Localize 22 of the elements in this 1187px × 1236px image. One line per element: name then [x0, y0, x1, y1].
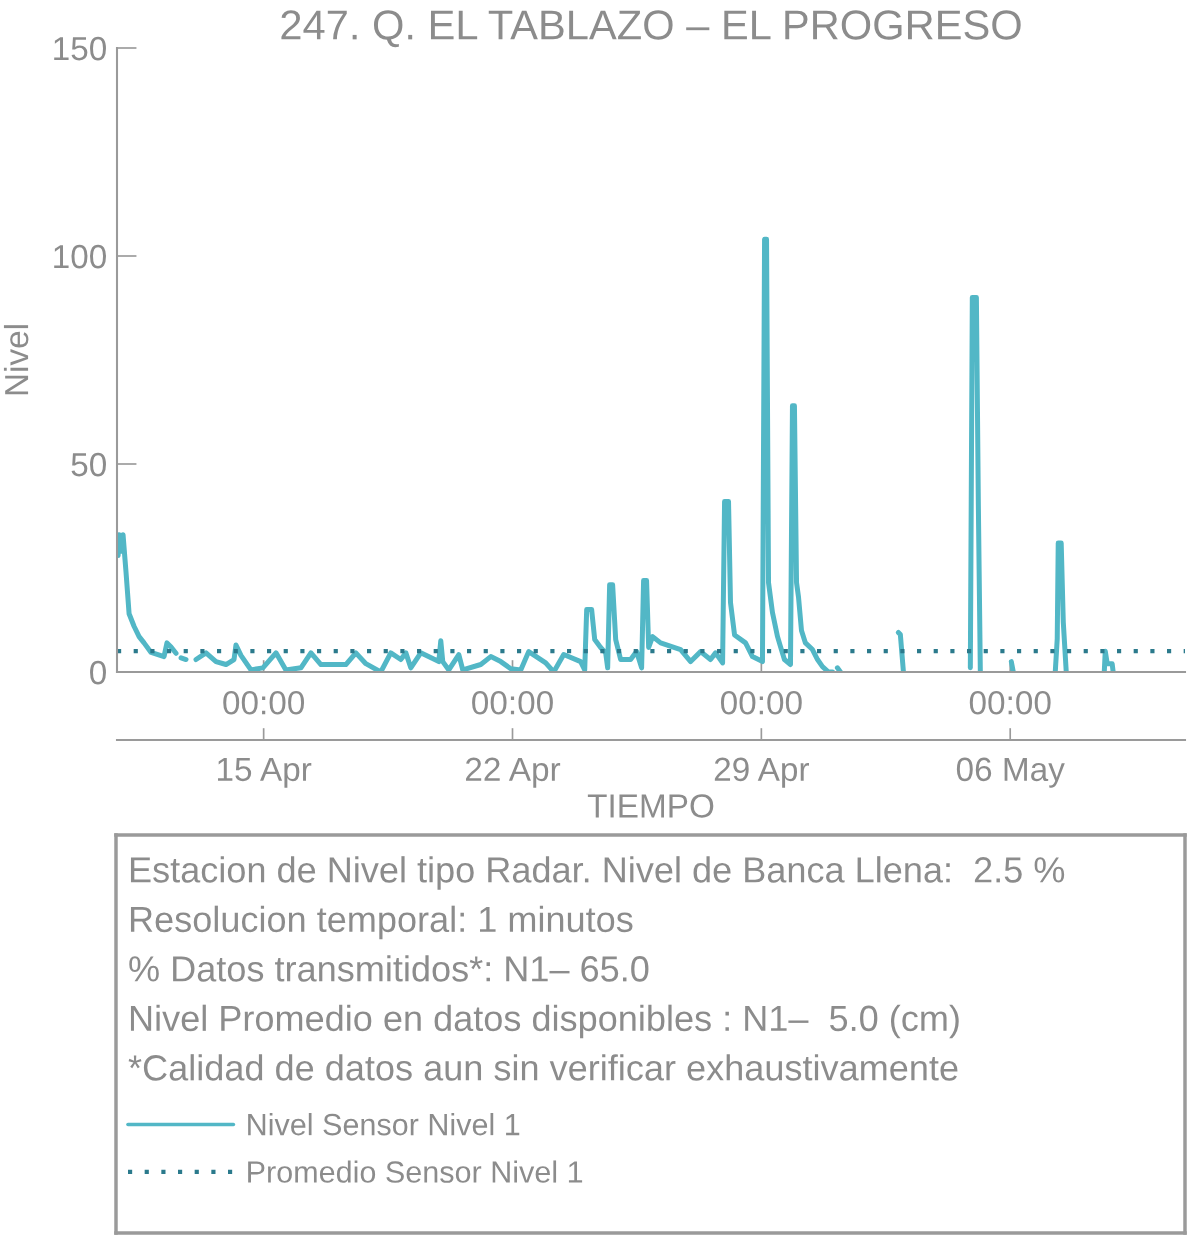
- text: Nivel Promedio en datos disponibles : N1– 5.0 (cm): [130, 1004, 959, 1039]
- text: Estacion de Nivel tipo Radar. Nivel de Banca Llena: 2.5 %: [130, 856, 1065, 890]
- text: *Calidad de datos aun sin verificar exhaustivamente: [128, 1054, 958, 1081]
- text: % Datos transmitidos*: N1– 65.0: [129, 955, 649, 982]
- chart-title: 247. Q. EL TABLAZO – EL PROGRESO: [281, 10, 1021, 48]
- x-axis-title: TIEMPO: [587, 794, 714, 818]
- x-tick-label: 00:00: [472, 690, 553, 715]
- y-tick-label: 100: [54, 244, 106, 269]
- x-tick-label: 00:00: [969, 690, 1051, 715]
- legend-label: Promedio Sensor Nivel 1: [248, 1160, 583, 1183]
- x2-tick-label: 22 Apr: [465, 757, 561, 788]
- legend-label: Nivel Sensor Nivel 1: [248, 1113, 520, 1136]
- x2-tick-label: 15 Apr: [218, 757, 312, 788]
- x-tick-label: 00:00: [720, 690, 802, 715]
- x2-tick-label: 29 Apr: [714, 757, 809, 788]
- y-tick-label: 150: [54, 36, 106, 61]
- y-axis-title: Nivel: [3, 325, 29, 395]
- x2-tick-label: 06 May: [956, 757, 1065, 788]
- y-tick-label: 0: [90, 660, 106, 685]
- text: Resolucion temporal: 1 minutos: [130, 905, 633, 940]
- y-tick-label: 50: [71, 452, 106, 477]
- x-tick-label: 00:00: [223, 690, 305, 715]
